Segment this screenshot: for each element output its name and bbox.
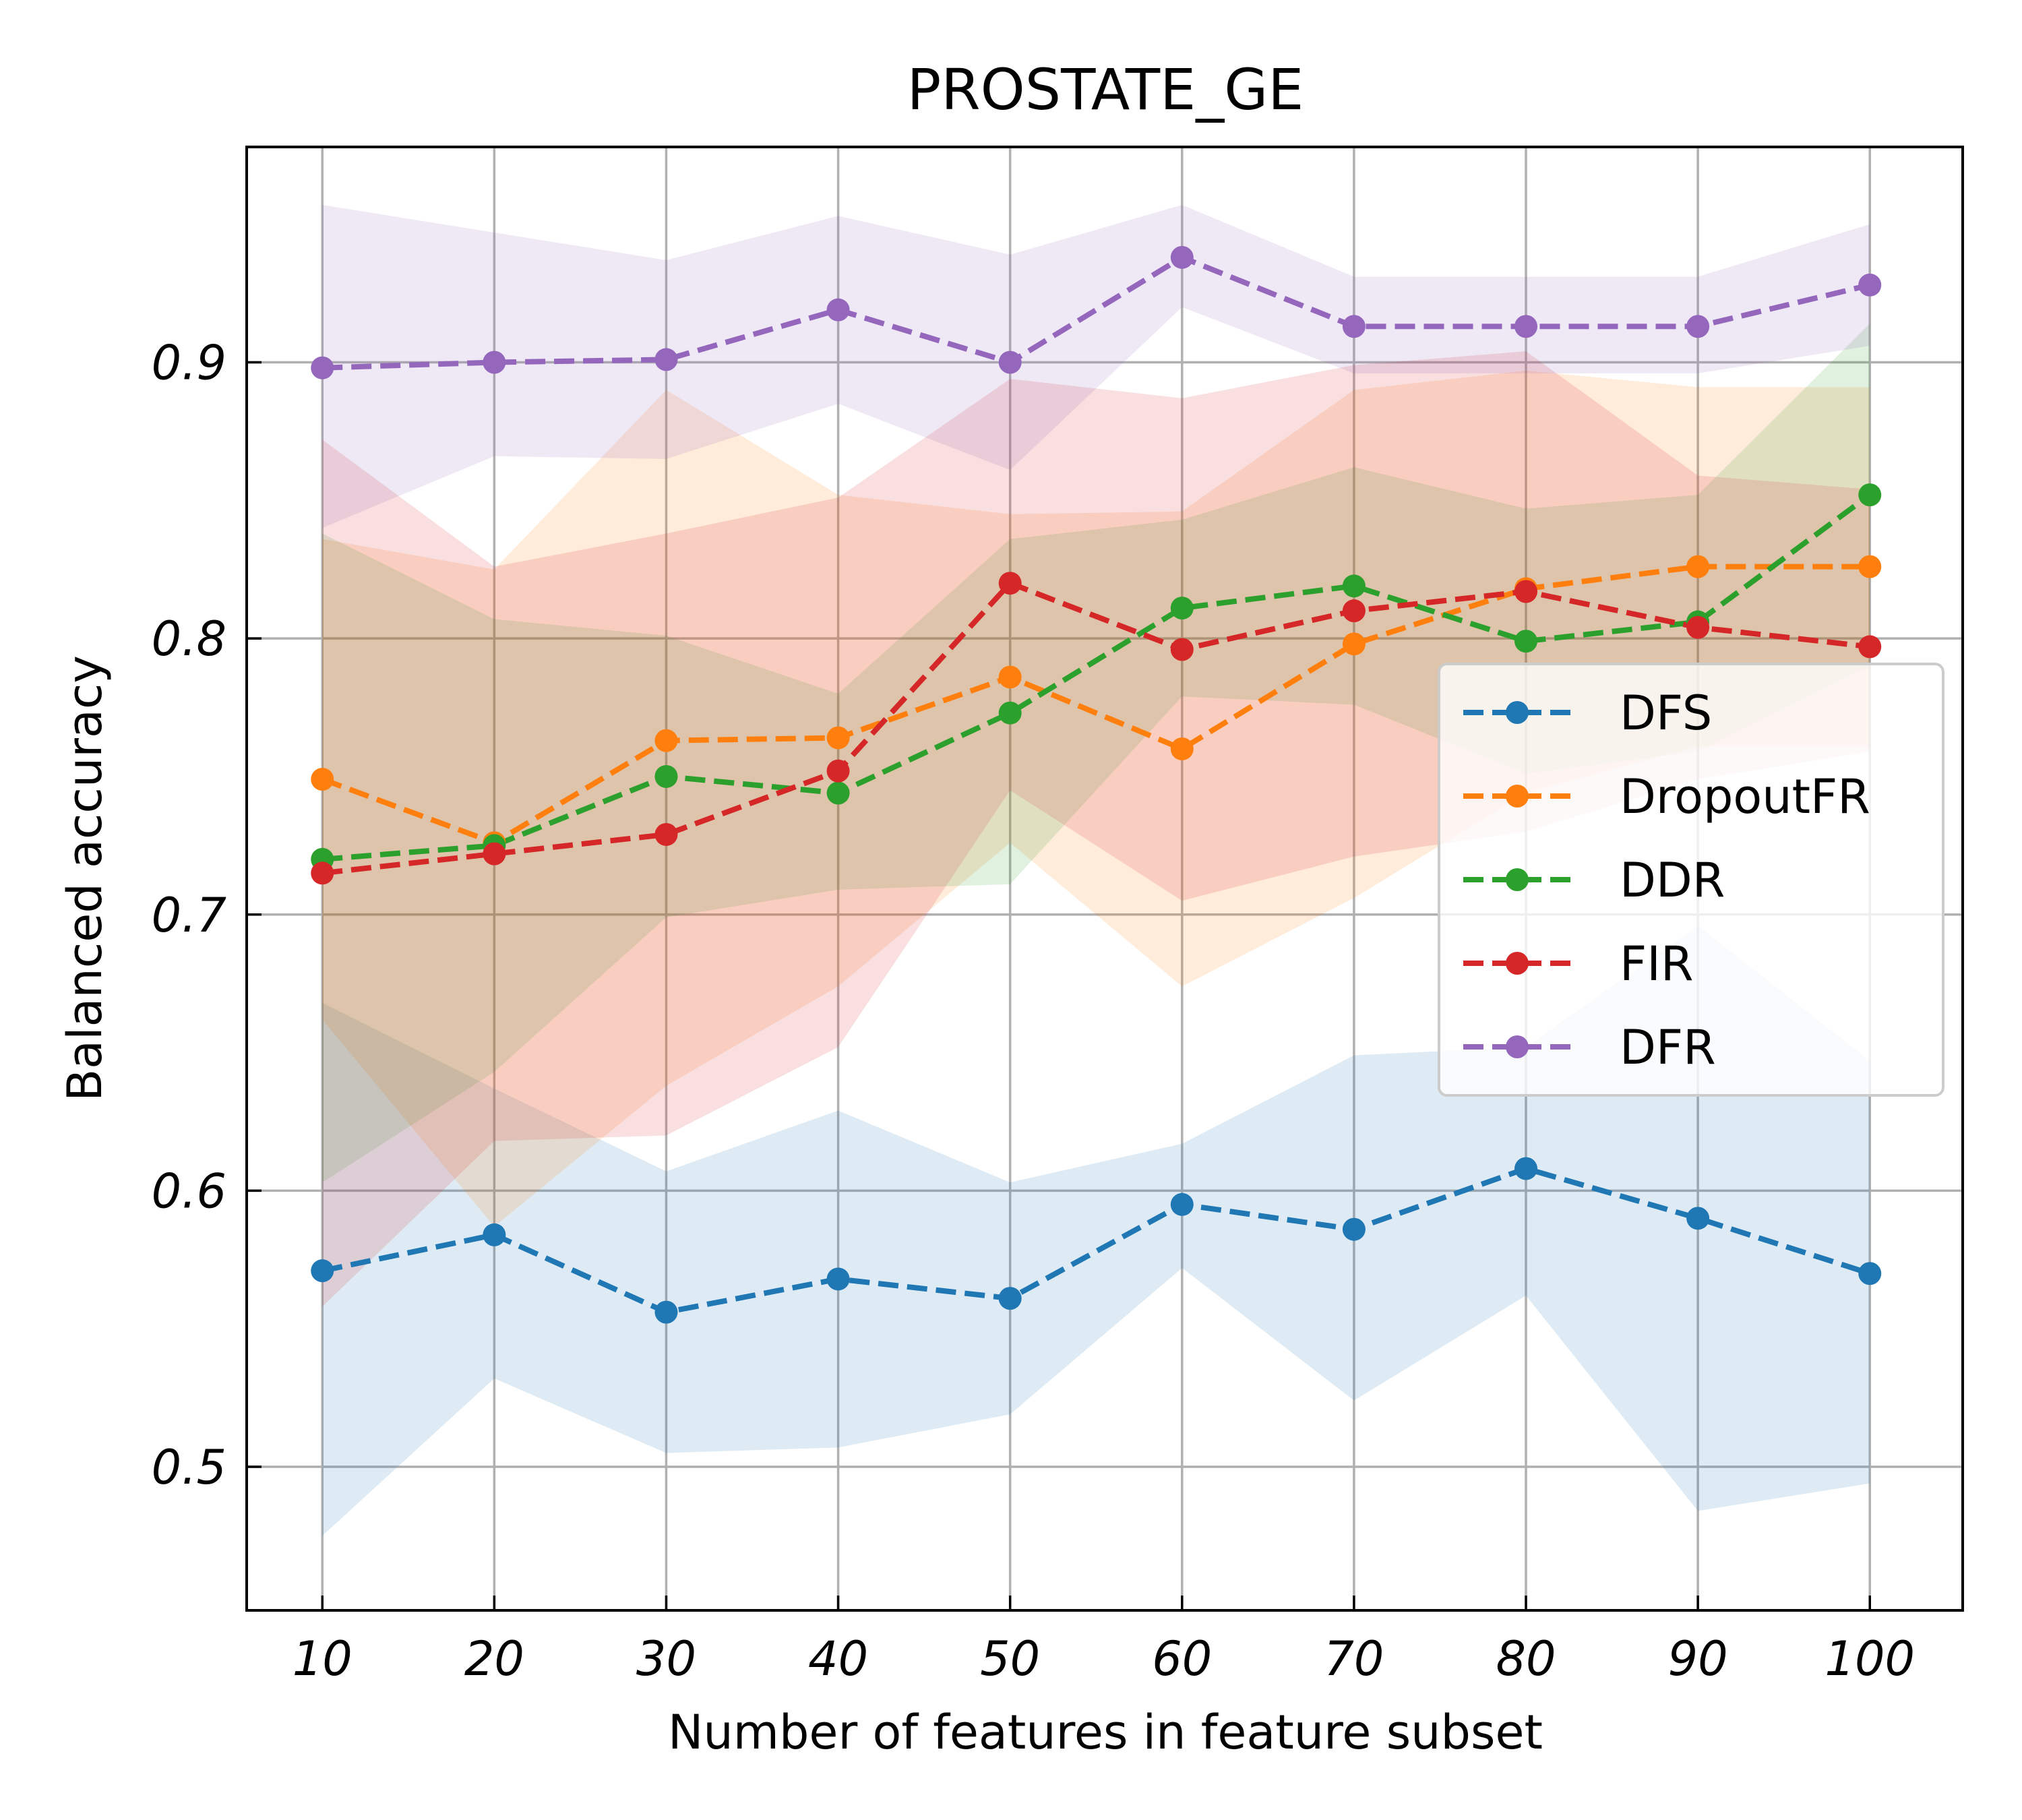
data-point-dfs (1170, 1192, 1194, 1216)
series-line-dfs (321, 1165, 1871, 1315)
data-point-ddr (1342, 574, 1366, 598)
legend-marker (1506, 785, 1529, 808)
legend-item-ddr: DDR (1463, 853, 1725, 908)
data-point-dfs (1514, 1157, 1538, 1180)
x-tick-label: 40 (808, 1631, 868, 1687)
legend-marker (1506, 952, 1529, 975)
legend-label: DFS (1620, 686, 1712, 741)
data-point-dropoutfr (1858, 555, 1882, 578)
plot-area-frame (245, 146, 1964, 1612)
data-point-ddr (998, 701, 1022, 725)
data-point-fir (1686, 615, 1710, 639)
data-point-dfs (1342, 1217, 1366, 1241)
y-tick-label: 0.5 (152, 1440, 226, 1495)
data-point-ddr (654, 764, 678, 788)
confidence-bands (322, 205, 1870, 1536)
data-point-dfs (654, 1300, 678, 1324)
data-point-dfr (1858, 273, 1882, 297)
y-axis-label: Balanced accuracy (57, 655, 113, 1101)
series-line-ddr (321, 492, 1872, 862)
legend-item-fir: FIR (1463, 936, 1694, 992)
data-point-dfs (1686, 1207, 1710, 1230)
band-fir (322, 351, 1870, 1307)
data-point-dfs (826, 1267, 850, 1291)
y-tick-label: 0.8 (152, 611, 226, 667)
data-point-fir (1170, 638, 1194, 661)
data-point-dropoutfr (826, 726, 850, 750)
data-point-dfs (483, 1223, 506, 1246)
data-point-fir (1514, 580, 1538, 603)
legend-marker (1506, 1035, 1529, 1058)
legend-label: FIR (1620, 936, 1694, 992)
data-point-dropoutfr (1170, 737, 1194, 760)
y-tick-label: 0.9 (152, 336, 226, 391)
x-tick-label: 10 (293, 1631, 353, 1687)
y-tick-label: 0.6 (152, 1163, 226, 1219)
x-tick-label: 70 (1324, 1631, 1384, 1687)
y-tick-label: 0.7 (152, 888, 226, 943)
legend-label: DFR (1620, 1020, 1716, 1075)
x-tick-label: 100 (1825, 1631, 1915, 1687)
data-point-dropoutfr (654, 729, 678, 752)
data-point-dfr (483, 351, 506, 374)
data-point-fir (483, 842, 506, 866)
band-dfr (322, 205, 1870, 528)
legend-item-dfr: DFR (1463, 1020, 1716, 1075)
series-line-dropoutfr (321, 564, 1870, 846)
x-tick-label: 30 (636, 1631, 696, 1687)
data-point-dropoutfr (311, 768, 334, 791)
data-point-ddr (1170, 597, 1194, 620)
data-point-dropoutfr (998, 665, 1022, 689)
legend-label: DDR (1620, 853, 1725, 908)
data-point-dfr (311, 356, 334, 380)
data-point-dfr (1686, 315, 1710, 338)
x-tick-label: 90 (1668, 1631, 1728, 1687)
x-tick-label: 80 (1496, 1631, 1556, 1687)
data-point-ddr (1514, 630, 1538, 653)
data-point-fir (998, 572, 1022, 595)
x-tick-label: 50 (980, 1631, 1040, 1687)
axis-ticks: 10 20 30 40 50 60 70 80 90 100 0.5 0.6 0.7 0.8 0.9 (152, 336, 1915, 1687)
legend-marker (1506, 868, 1529, 891)
data-point-fir (826, 759, 850, 783)
data-point-fir (654, 822, 678, 846)
data-point-dfr (654, 348, 678, 371)
data-point-dfs (311, 1259, 334, 1283)
data-point-dropoutfr (1342, 632, 1366, 656)
legend-marker (1506, 701, 1529, 724)
legend-item-dfs: DFS (1463, 686, 1712, 741)
data-point-dfr (1342, 315, 1366, 338)
data-point-ddr (826, 781, 850, 805)
series-points (311, 245, 1882, 1324)
data-point-fir (311, 861, 334, 885)
data-point-dfs (998, 1287, 1022, 1310)
data-point-dropoutfr (1686, 555, 1710, 578)
band-dropoutfr (322, 370, 1870, 1227)
data-point-dfs (1858, 1262, 1882, 1285)
data-point-dfr (1514, 315, 1538, 338)
data-point-dfr (826, 298, 850, 322)
x-tick-label: 20 (464, 1631, 524, 1687)
data-point-dfr (1170, 245, 1194, 269)
legend-box (1438, 663, 1944, 1097)
series-lines (321, 254, 1872, 1315)
legend-item-dropoutfr: DropoutFR (1463, 769, 1870, 824)
data-point-fir (1858, 635, 1882, 659)
data-point-dfr (998, 351, 1022, 374)
band-ddr (322, 324, 1870, 1183)
legend-label: DropoutFR (1620, 769, 1870, 824)
data-point-fir (1342, 599, 1366, 623)
series-line-fir (321, 580, 1870, 876)
chart-title: PROSTATE_GE (907, 57, 1304, 123)
legend: DFS DropoutFR DDR FIR DFR (1438, 663, 1944, 1097)
x-axis-label: Number of features in feature subset (668, 1705, 1543, 1760)
series-line-dfr (322, 254, 1871, 371)
data-point-ddr (1858, 483, 1882, 507)
x-tick-label: 60 (1152, 1631, 1212, 1687)
